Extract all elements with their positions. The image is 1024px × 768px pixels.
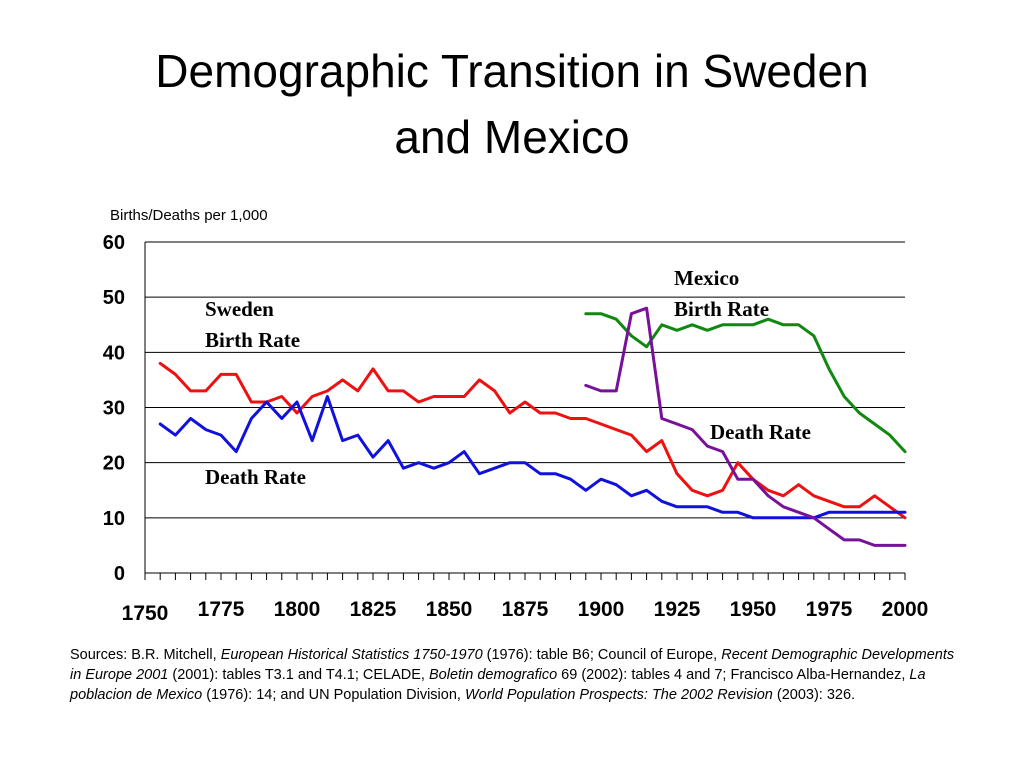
y-tick-label: 10 xyxy=(103,508,125,530)
sweden-death-rate-label: Death Rate xyxy=(205,465,306,489)
y-tick-label: 60 xyxy=(103,232,125,254)
sources-text: (2003): 326. xyxy=(772,687,856,703)
slide-title: Demographic Transition in Sweden and Mex… xyxy=(0,38,1024,170)
sweden-birth-rate-label: Sweden xyxy=(205,297,274,321)
annotations: Mexico Birth Rate Sweden Birth Rate Death Ra… xyxy=(205,266,811,489)
x-tick-label: 1875 xyxy=(502,598,549,621)
source-title: La poblacion de Mexico xyxy=(70,667,926,703)
sources-text: (1976): table B6; Council of Europe, xyxy=(482,647,722,663)
sources-text: (2001): tables T3.1 and T4.1; CELADE, xyxy=(168,667,429,683)
mexico-birth-rate-label: Mexico xyxy=(674,266,739,290)
source-title: Recent Demographic Developments in Europ… xyxy=(70,647,955,683)
x-tick-label: 1925 xyxy=(654,598,701,621)
y-axis-label: Births/Deaths per 1,000 xyxy=(110,207,268,224)
x-tick-label: 1850 xyxy=(426,598,473,621)
source-title: European Historical Statistics 1750-1970 xyxy=(220,647,483,663)
sources-text: (1976): 14; and UN Population Division, xyxy=(202,687,465,703)
x-tick-label: 1900 xyxy=(578,598,625,621)
y-tick-label: 20 xyxy=(103,453,125,475)
series-line-sweden-death-rate xyxy=(158,395,907,520)
series-lines xyxy=(158,306,907,547)
x-tick-label: 1950 xyxy=(730,598,777,621)
source-title: Boletin demografico xyxy=(428,667,558,683)
x-tick-label: 2000 xyxy=(882,598,929,621)
slide-title-line-2: and Mexico xyxy=(394,111,630,163)
line-chart: Births/Deaths per 1,000 0 10 20 30 40 50 60 17… xyxy=(103,207,929,625)
x-tick-label: 1825 xyxy=(350,598,397,621)
source-title: World Population Prospects: The 2002 Rev… xyxy=(464,687,773,703)
sources-text: Sources: B.R. Mitchell, xyxy=(70,647,221,663)
axes xyxy=(144,242,906,580)
sources-text: 69 (2002): tables 4 and 7; Francisco Alb… xyxy=(557,667,910,683)
y-tick-label: 40 xyxy=(103,342,125,364)
mexico-birth-rate-label: Birth Rate xyxy=(674,297,769,321)
x-tick-label: 1800 xyxy=(274,598,321,621)
series-line-mexico-death-rate xyxy=(584,306,907,547)
x-tick-label: 1750 xyxy=(122,602,169,625)
slide-title-line-1: Demographic Transition in Sweden xyxy=(155,45,869,97)
sources-note: Sources: B.R. Mitchell, European Histori… xyxy=(70,645,960,705)
x-tick-label: 1775 xyxy=(198,598,245,621)
series-line-mexico-birth-rate xyxy=(584,312,907,454)
x-tick-labels: 1750 1775 1800 1825 1850 1875 1900 1925 1950 1975… xyxy=(122,598,929,625)
y-tick-label: 30 xyxy=(103,398,125,420)
x-tick-label: 1975 xyxy=(806,598,853,621)
y-tick-labels: 0 10 20 30 40 50 60 xyxy=(103,232,125,585)
y-tick-label: 50 xyxy=(103,287,125,309)
series-line-sweden-birth-rate xyxy=(158,361,907,520)
mexico-death-rate-label: Death Rate xyxy=(710,420,811,444)
y-tick-label: 0 xyxy=(114,563,125,585)
sweden-birth-rate-label: Birth Rate xyxy=(205,328,300,352)
